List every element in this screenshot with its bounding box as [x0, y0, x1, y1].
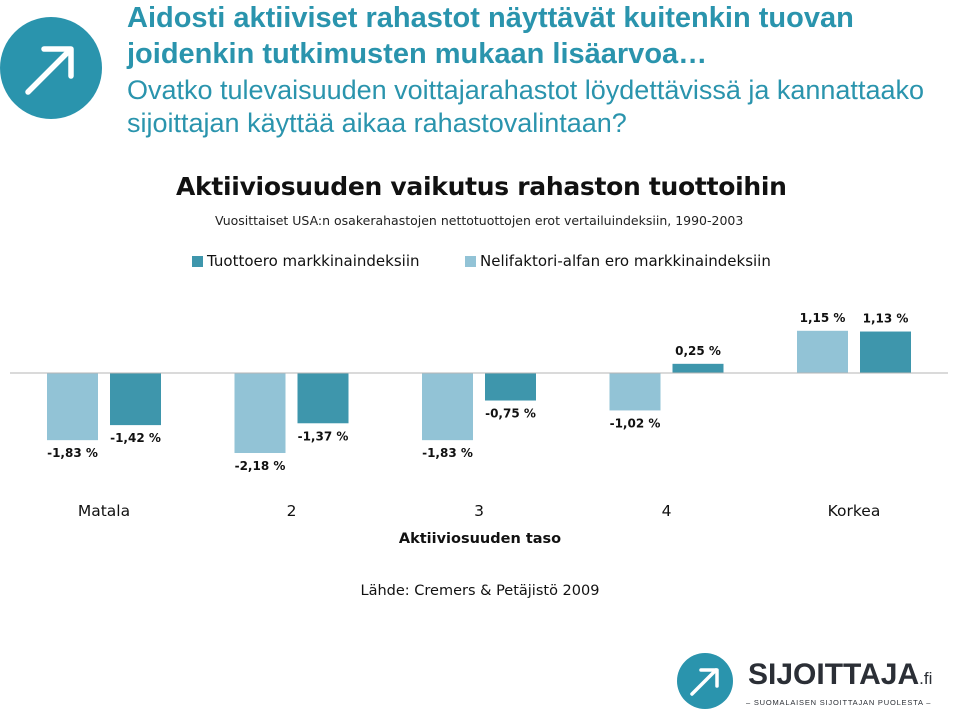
legend-label-alpha-difference: Nelifaktori-alfan ero markkinaindeksiin — [480, 252, 771, 270]
bar-series-1-cat-2 — [485, 373, 536, 401]
brand-arrow-icon — [677, 653, 733, 709]
brand-name-text: SIJOITTAJA — [748, 658, 920, 691]
chart-title: Aktiiviosuuden vaikutus rahaston tuottoi… — [176, 172, 787, 201]
category-label-2: 3 — [474, 502, 484, 520]
data-label-series-0-cat-4: 1,15 % — [800, 311, 846, 325]
bar-series-1-cat-1 — [297, 373, 349, 424]
data-label-series-1-cat-3: 0,25 % — [675, 344, 721, 358]
category-label-0: Matala — [78, 502, 130, 520]
bar-series-1-cat-3 — [672, 363, 724, 373]
data-label-series-0-cat-2: -1,83 % — [422, 446, 473, 460]
chart-subtitle: Vuosittaiset USA:n osakerahastojen netto… — [215, 213, 744, 228]
bar-series-1-cat-4 — [860, 331, 911, 373]
data-label-series-1-cat-4: 1,13 % — [863, 312, 909, 326]
legend-item-return-difference: Tuottoero markkinaindeksiin — [192, 252, 420, 270]
data-label-series-0-cat-1: -2,18 % — [235, 459, 286, 473]
brand-suffix: .fi — [919, 669, 933, 688]
bar-series-0-cat-3 — [609, 373, 661, 411]
slide-subtitle: Ovatko tulevaisuuden voittajarahastot lö… — [127, 75, 924, 138]
legend-item-alpha-difference: Nelifaktori-alfan ero markkinaindeksiin — [465, 252, 771, 270]
slide-title: Aidosti aktiiviset rahastot näyttävät ku… — [127, 2, 854, 70]
bar-series-0-cat-0 — [47, 373, 98, 441]
legend-swatch-alpha-difference — [465, 256, 476, 267]
source-note: Lähde: Cremers & Petäjistö 2009 — [360, 583, 600, 599]
x-axis-title: Aktiiviosuuden taso — [399, 531, 561, 547]
category-label-4: Korkea — [828, 502, 881, 520]
brand-tagline: – SUOMALAISEN SIJOITTAJAN PUOLESTA – — [746, 698, 932, 707]
bar-series-1-cat-0 — [110, 373, 161, 426]
data-label-series-0-cat-3: -1,02 % — [610, 416, 661, 430]
bar-series-0-cat-1 — [234, 373, 286, 454]
brand-logo: SIJOITTAJA.fi – SUOMALAISEN SIJOITTAJAN … — [676, 652, 960, 710]
data-label-series-0-cat-0: -1,83 % — [47, 446, 98, 460]
data-label-series-1-cat-1: -1,37 % — [298, 429, 349, 443]
legend-swatch-return-difference — [192, 256, 203, 267]
bar-chart: -1,83 % -2,18 % -1,83 % -1,02 % 1,15 % -1,42 … — [10, 311, 948, 547]
legend-label-return-difference: Tuottoero markkinaindeksiin — [207, 252, 420, 270]
bar-series-0-cat-2 — [422, 373, 473, 441]
bar-series-0-cat-4 — [797, 330, 848, 373]
category-label-3: 4 — [662, 502, 672, 520]
data-label-series-1-cat-2: -0,75 % — [485, 407, 536, 421]
header-logo-arrow-icon — [0, 17, 102, 119]
data-label-series-1-cat-0: -1,42 % — [110, 431, 161, 445]
category-label-1: 2 — [287, 502, 297, 520]
brand-name: SIJOITTAJA.fi — [748, 658, 932, 692]
